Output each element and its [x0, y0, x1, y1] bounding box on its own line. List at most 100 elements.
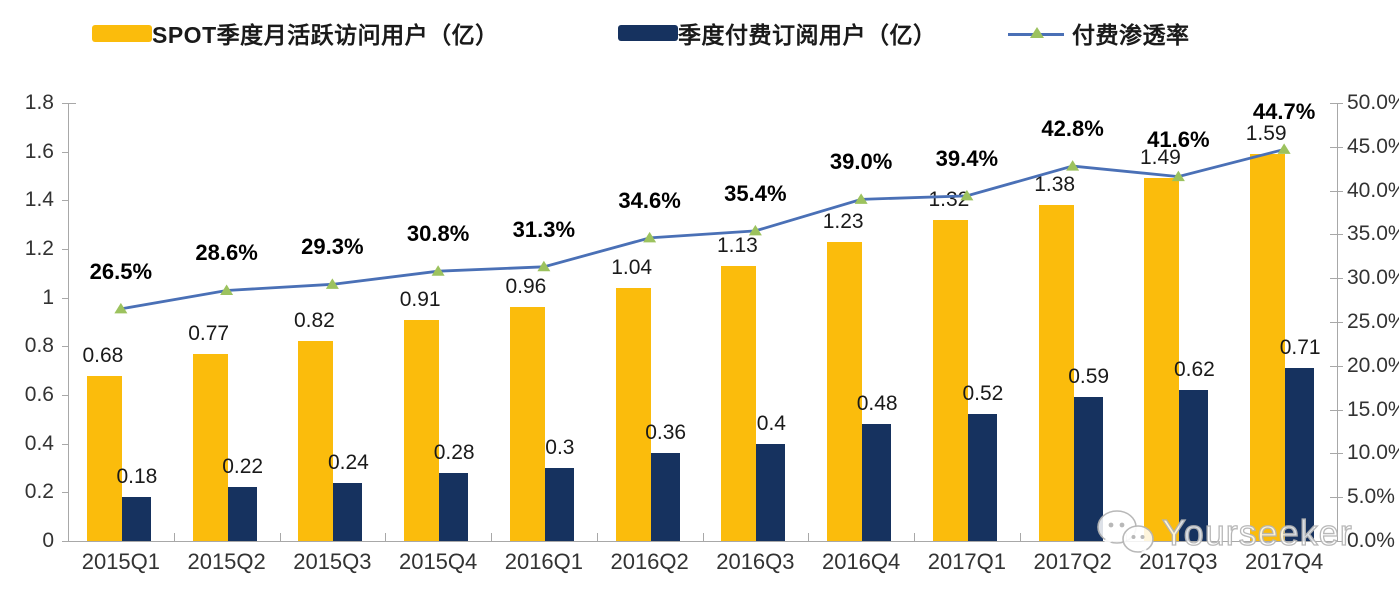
subs-bar-value-label: 0.22 — [222, 455, 264, 479]
y-axis-right-tick-label: 0.0% — [1347, 529, 1395, 552]
subs-bar — [1285, 368, 1315, 541]
penetration-legend-line-icon — [1008, 25, 1064, 42]
mau-bar-value-label: 1.32 — [928, 187, 970, 211]
y-axis-left-tick-label: 1.8 — [24, 91, 54, 114]
y-axis-left-tick — [62, 200, 69, 202]
penetration-marker-icon — [114, 302, 128, 314]
penetration-value-label: 31.3% — [512, 216, 576, 242]
mau-bar-value-label: 0.77 — [188, 321, 230, 345]
mau-bar-value-label: 1.59 — [1245, 122, 1287, 146]
y-axis-right-tick-label: 10.0% — [1347, 441, 1399, 465]
subs-bar-value-label: 0.24 — [327, 450, 369, 474]
penetration-legend-label: 付费渗透率 — [1072, 22, 1190, 48]
watermark: Yourseeker — [1094, 505, 1353, 561]
y-axis-right-tick-label: 5.0% — [1347, 485, 1395, 509]
x-axis-tick — [1019, 533, 1021, 541]
mau-bar — [509, 307, 545, 541]
mau-bar — [298, 341, 334, 541]
penetration-value-label: 28.6% — [195, 240, 258, 266]
subs-bar — [1179, 390, 1209, 541]
penetration-marker-icon — [1066, 160, 1080, 171]
x-axis-tick — [702, 533, 704, 541]
y-axis-right-tick-label: 30.0% — [1347, 266, 1399, 290]
mau-bar-value-label: 0.68 — [82, 343, 124, 367]
mau-bar-value-label: 0.91 — [399, 287, 441, 311]
penetration-value-label: 29.3% — [301, 234, 364, 260]
legend-item-penetration: 付费渗透率 — [1008, 16, 1190, 50]
subs-bar — [967, 414, 997, 541]
subs-bar — [227, 487, 257, 541]
penetration-value-label: 35.4% — [724, 180, 787, 206]
mau-bar-value-label: 1.23 — [822, 209, 864, 233]
subs-bar-value-label: 0.71 — [1279, 336, 1321, 360]
penetration-marker-icon — [854, 193, 868, 204]
subs-bar-value-label: 0.36 — [645, 421, 687, 445]
watermark-text: Yourseeker — [1161, 511, 1353, 553]
subs-bar-value-label: 0.62 — [1173, 358, 1215, 382]
penetration-value-label: 39.4% — [935, 145, 999, 171]
penetration-marker-icon — [220, 284, 234, 295]
y-axis-left-tick — [62, 395, 69, 396]
penetration-marker-icon — [537, 260, 551, 272]
penetration-marker-icon — [431, 265, 445, 276]
mau-bar — [615, 287, 651, 541]
y-axis-left — [68, 103, 69, 541]
mau-bar-value-label: 1.04 — [611, 255, 653, 279]
penetration-value-label: 42.8% — [1041, 116, 1104, 142]
subs-bar-value-label: 0.48 — [856, 392, 898, 416]
mau-bar — [932, 219, 968, 541]
y-axis-left-tick-label: 0.6 — [24, 383, 54, 406]
y-axis-right-tick — [1330, 497, 1343, 499]
subs-bar-value-label: 0.3 — [545, 436, 575, 459]
y-axis-right-tick — [1330, 365, 1343, 367]
y-axis-left-tick — [62, 103, 76, 104]
mau-bar — [404, 319, 440, 541]
x-axis-category-label: 2015Q2 — [187, 549, 266, 574]
x-axis-tick — [914, 533, 915, 541]
x-axis-category-label: 2017Q2 — [1033, 549, 1112, 574]
subs-bar-value-label: 0.18 — [116, 465, 158, 489]
y-axis-right-tick-label: 45.0% — [1347, 134, 1399, 158]
subs-bar — [1073, 397, 1103, 541]
subs-bar — [544, 468, 574, 541]
penetration-marker-icon — [643, 231, 657, 243]
y-axis-left-tick-label: 0.2 — [24, 480, 54, 504]
y-axis-right-tick — [1330, 146, 1343, 148]
subs-legend-swatch — [618, 25, 678, 41]
y-axis-left-tick — [62, 151, 69, 153]
y-axis-right-tick-label: 40.0% — [1347, 178, 1399, 202]
x-axis-tick — [1231, 533, 1233, 541]
x-axis-tick — [808, 533, 810, 541]
y-axis-right-tick — [1330, 453, 1343, 455]
x-axis-category-label: 2017Q3 — [1139, 549, 1218, 574]
penetration-value-label: 30.8% — [406, 221, 470, 247]
y-axis-left-tick — [62, 541, 69, 542]
penetration-value-label: 41.6% — [1147, 126, 1210, 152]
y-axis-left-tick-label: 1 — [42, 285, 54, 309]
x-axis-category-label: 2016Q1 — [504, 549, 584, 574]
x-axis — [68, 541, 1338, 542]
y-axis-right-tick — [1330, 234, 1343, 236]
y-axis-left-tick — [62, 492, 69, 494]
y-axis-right-tick-label: 35.0% — [1347, 222, 1399, 246]
mau-bar-value-label: 0.96 — [505, 275, 547, 299]
subs-bar — [862, 424, 892, 541]
y-axis-right-tick — [1330, 541, 1343, 542]
y-axis-right-tick-label: 50.0% — [1347, 91, 1399, 114]
x-axis-category-label: 2016Q4 — [821, 549, 901, 574]
mau-legend-swatch — [92, 24, 152, 42]
x-axis-category-label: 2017Q1 — [927, 549, 1007, 574]
y-axis-left-tick-label: 0.8 — [24, 334, 54, 358]
penetration-value-label: 26.5% — [89, 258, 153, 284]
x-axis-category-label: 2016Q2 — [610, 549, 689, 574]
penetration-value-label: 39.0% — [829, 149, 893, 175]
y-axis-right-tick-label: 25.0% — [1347, 310, 1399, 333]
subs-bar-value-label: 0.4 — [756, 411, 786, 435]
subs-bar — [756, 443, 786, 541]
subs-bar — [121, 497, 151, 541]
x-axis-tick — [385, 533, 387, 541]
penetration-marker-icon — [325, 278, 339, 289]
x-axis-category-label: 2017Q4 — [1244, 549, 1324, 574]
subs-legend-label: 季度付费订阅用户（亿） — [678, 22, 937, 48]
